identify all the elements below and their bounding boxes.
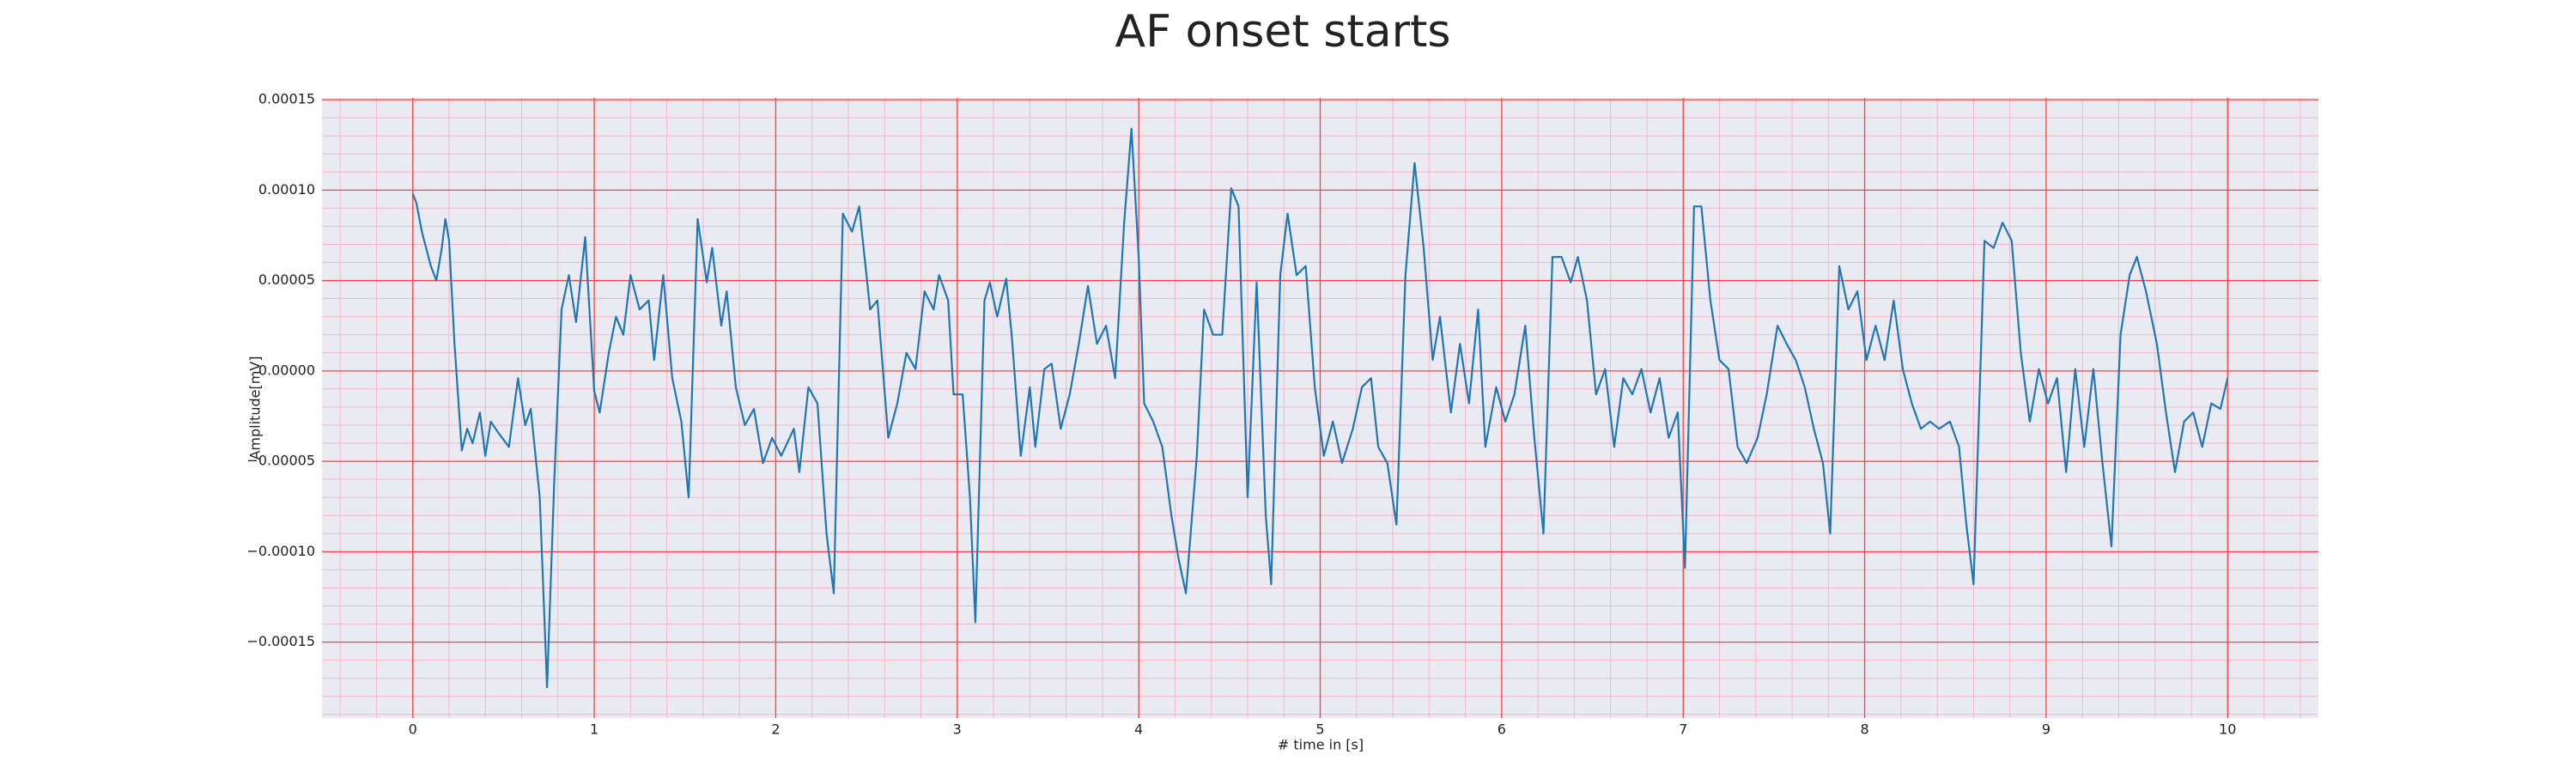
x-tick-label: 8 [1860, 721, 1868, 738]
y-tick-label: −0.00015 [246, 633, 315, 649]
x-tick-label: 6 [1498, 721, 1506, 738]
y-tick-label: 0.00010 [258, 181, 315, 198]
y-tick-label: 0.00000 [258, 362, 315, 378]
y-tick-label: 0.00015 [258, 91, 315, 107]
y-tick-label: −0.00005 [246, 453, 315, 469]
x-tick-label: 3 [953, 721, 962, 738]
y-tick-label: −0.00010 [246, 543, 315, 559]
line-series [411, 127, 2229, 689]
y-tick-label: 0.00005 [258, 271, 315, 288]
x-tick-label: 5 [1315, 721, 1324, 738]
x-axis-label: # time in [s] [1278, 737, 1364, 753]
x-tick-label: 1 [590, 721, 598, 738]
x-tick-label: 10 [2219, 721, 2236, 738]
x-tick-label: 9 [2042, 721, 2050, 738]
y-axis-label: Amplitude[mV] [247, 356, 264, 460]
x-tick-label: 0 [409, 721, 417, 738]
x-tick-label: 7 [1679, 721, 1687, 738]
x-tick-label: 2 [771, 721, 780, 738]
chart-title: AF onset starts [1115, 6, 1451, 58]
x-tick-label: 4 [1134, 721, 1143, 738]
